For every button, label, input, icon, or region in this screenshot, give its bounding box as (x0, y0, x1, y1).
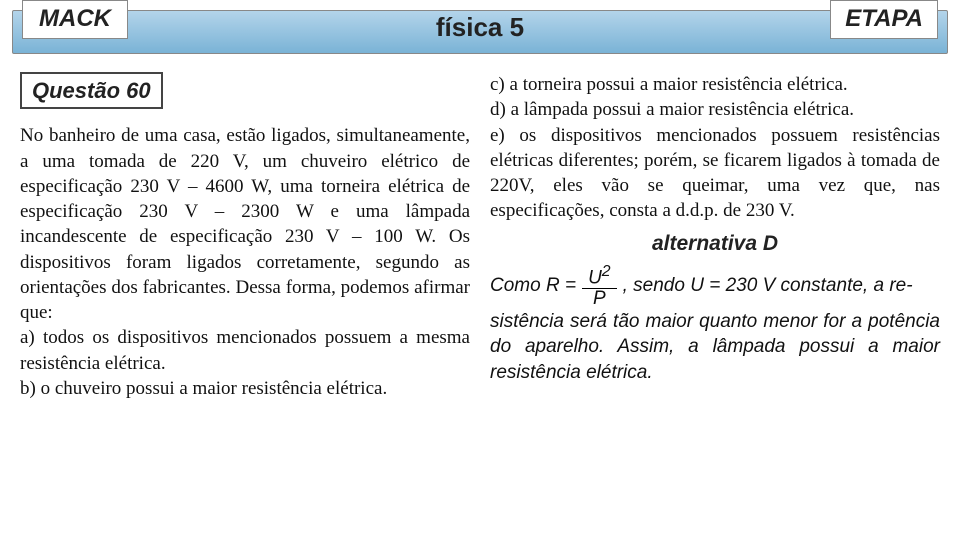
option-d: d) a lâmpada possui a maior resistência … (490, 97, 940, 122)
fraction-numerator: U2 (582, 264, 617, 289)
frac-exp: 2 (602, 263, 611, 280)
subject-number: 5 (510, 12, 524, 42)
solution-text: Como R = U2 P , sendo U = 230 V constant… (490, 264, 940, 386)
header-left-badge: MACK (22, 0, 128, 39)
left-column: Questão 60 No banheiro de uma casa, estã… (20, 72, 470, 536)
option-e: e) os dispositivos mencionados possuem r… (490, 123, 940, 224)
subject-text: física (436, 12, 503, 42)
content-columns: Questão 60 No banheiro de uma casa, estã… (20, 72, 940, 536)
solution-line-1: Como R = U2 P , sendo U = 230 V constant… (490, 264, 940, 309)
right-column: c) a torneira possui a maior resistência… (490, 72, 940, 536)
option-a: a) todos os dispositivos mencionados pos… (20, 325, 470, 376)
frac-u: U (588, 267, 602, 288)
fraction: U2 P (582, 264, 617, 309)
question-body: No banheiro de uma casa, estão ligados, … (20, 123, 470, 325)
s1a: Como R = (490, 273, 576, 299)
header-right-badge: ETAPA (830, 0, 938, 39)
answer-label: alternativa D (490, 230, 940, 258)
header-center-title: física 5 (436, 12, 524, 43)
solution-line-2: sistência será tão maior quanto menor fo… (490, 309, 940, 386)
s1b: , sendo U = 230 V constante, a re- (623, 273, 913, 299)
fraction-denominator: P (587, 289, 612, 309)
option-b: b) o chuveiro possui a maior resistência… (20, 376, 470, 401)
option-c: c) a torneira possui a maior resistência… (490, 72, 940, 97)
question-label: Questão 60 (20, 72, 163, 109)
